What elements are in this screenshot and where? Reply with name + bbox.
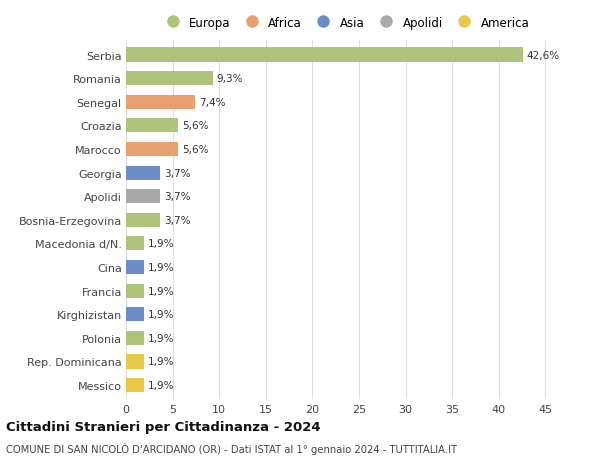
Text: 1,9%: 1,9% — [148, 263, 174, 273]
Text: Cittadini Stranieri per Cittadinanza - 2024: Cittadini Stranieri per Cittadinanza - 2… — [6, 420, 320, 433]
Text: 1,9%: 1,9% — [148, 239, 174, 249]
Text: 5,6%: 5,6% — [182, 145, 208, 155]
Text: 42,6%: 42,6% — [527, 50, 560, 61]
Text: 9,3%: 9,3% — [217, 74, 243, 84]
Bar — [126, 166, 160, 180]
Bar — [126, 260, 144, 274]
Bar — [126, 378, 144, 392]
Bar — [126, 143, 178, 157]
Legend: Europa, Africa, Asia, Apolidi, America: Europa, Africa, Asia, Apolidi, America — [158, 14, 532, 32]
Bar — [126, 72, 212, 86]
Bar — [126, 237, 144, 251]
Text: 3,7%: 3,7% — [164, 215, 191, 225]
Bar — [126, 354, 144, 369]
Text: 7,4%: 7,4% — [199, 98, 225, 107]
Text: 3,7%: 3,7% — [164, 168, 191, 178]
Text: COMUNE DI SAN NICOLÒ D'ARCIDANO (OR) - Dati ISTAT al 1° gennaio 2024 - TUTTITALI: COMUNE DI SAN NICOLÒ D'ARCIDANO (OR) - D… — [6, 442, 457, 453]
Bar — [126, 95, 195, 110]
Bar — [126, 284, 144, 298]
Text: 3,7%: 3,7% — [164, 192, 191, 202]
Bar — [126, 190, 160, 204]
Text: 1,9%: 1,9% — [148, 286, 174, 296]
Text: 1,9%: 1,9% — [148, 333, 174, 343]
Bar — [126, 119, 178, 133]
Text: 1,9%: 1,9% — [148, 357, 174, 367]
Text: 1,9%: 1,9% — [148, 380, 174, 390]
Bar — [126, 48, 523, 62]
Bar — [126, 331, 144, 345]
Text: 1,9%: 1,9% — [148, 309, 174, 319]
Bar — [126, 308, 144, 322]
Bar — [126, 213, 160, 227]
Text: 5,6%: 5,6% — [182, 121, 208, 131]
